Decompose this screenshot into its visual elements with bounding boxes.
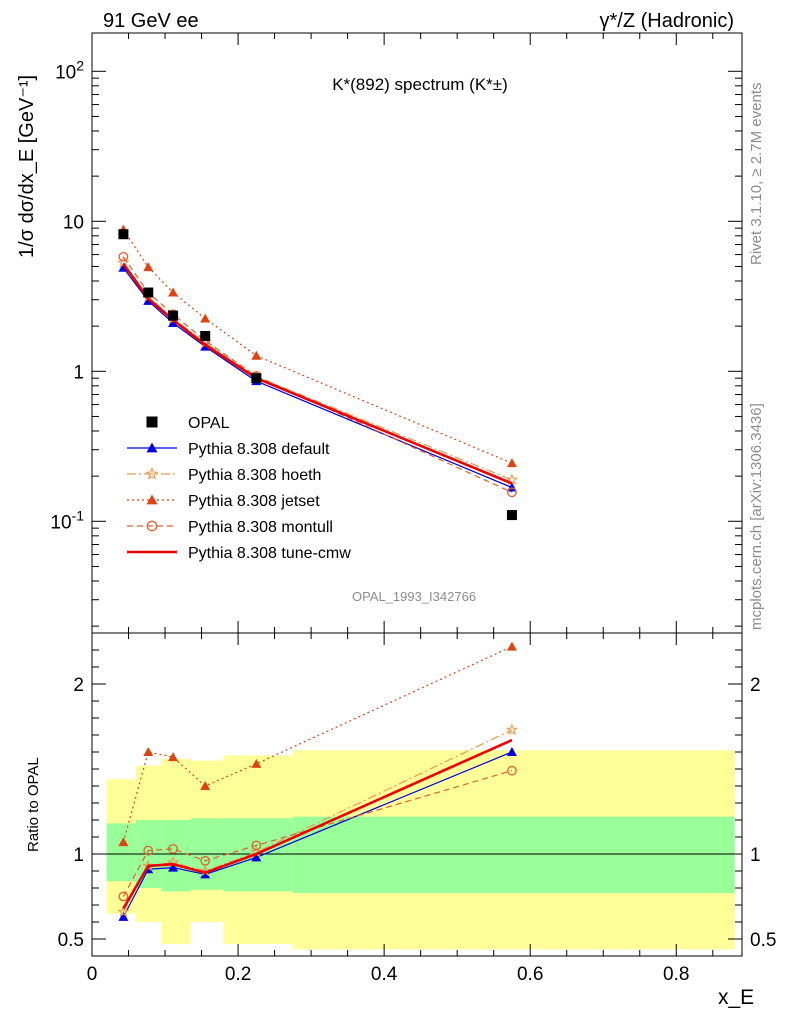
ratio-tick-label: 1 (73, 845, 84, 866)
ratio-series (117, 641, 519, 921)
data-point-pythia-8-308-montull (507, 487, 517, 498)
y-axis-label: 1/σ dσ/dx_E [GeV⁻¹] (16, 75, 38, 258)
ratio-point-pythia-8-308-default (506, 747, 517, 756)
mcplots-label: mcplots.cern.ch [arXiv:1306.3436] (748, 403, 765, 630)
x-axis-label: x_E (718, 986, 754, 1009)
process-label: γ*/Z (Hadronic) (600, 10, 734, 32)
inner-uncertainty-band (161, 820, 191, 892)
ratio-point-pythia-8-308-jetset (200, 781, 211, 790)
data-point-opal (143, 287, 154, 298)
ratio-line-pythia-8-308-montull (122, 770, 513, 897)
inner-uncertainty-band (292, 816, 735, 894)
legend-label-pythia-8-308-hoeth: Pythia 8.308 hoeth (188, 467, 321, 484)
ratio-point-pythia-8-308-default (168, 862, 179, 872)
legend-label-pythia-8-308-default: Pythia 8.308 default (188, 441, 330, 458)
ratio-point-pythia-8-308-jetset (168, 752, 179, 762)
ratio-tick-label: 0.5 (58, 930, 84, 951)
y-tick-label: 1 (73, 362, 84, 383)
legend-marker-opal (146, 416, 158, 428)
ratio-point-pythia-8-308-default (251, 852, 262, 862)
data-point-opal (168, 310, 179, 321)
legend-label-pythia-8-308-montull: Pythia 8.308 montull (188, 519, 333, 536)
ratio-point-pythia-8-308-montull (143, 845, 154, 856)
axes: 0 0.2 0.4 0.6 0.8 10-1 1 10 102 0.5 0.5 1 1 2 2 (50, 33, 776, 985)
main-series (117, 224, 519, 521)
ratio-tick-label-right: 0.5 (750, 930, 776, 951)
legend-label-pythia-8-308-tune-cmw: Pythia 8.308 tune-cmw (188, 545, 351, 562)
data-point-opal (118, 229, 129, 240)
y-tick-label: 10-1 (50, 507, 84, 533)
y-tick-label: 102 (55, 57, 84, 83)
ratio-point-pythia-8-308-montull (200, 855, 211, 866)
ratio-point-pythia-8-308-hoeth (505, 723, 519, 736)
ratio-y-axis-label: Ratio to OPAL (25, 757, 42, 852)
legend-marker-pythia-8-308-default (146, 442, 158, 453)
data-point-pythia-8-308-montull (118, 251, 129, 262)
ratio-point-pythia-8-308-montull (118, 891, 129, 902)
ratio-tick-label-right: 1 (750, 845, 761, 866)
ratio-point-pythia-8-308-jetset (251, 758, 262, 768)
series-line-pythia-8-308-jetset (122, 229, 513, 464)
ratio-tick-label: 2 (73, 675, 84, 696)
y-tick-label: 10 (63, 212, 84, 233)
data-point-pythia-8-308-default (168, 317, 179, 327)
legend-marker-pythia-8-308-montull (146, 520, 158, 532)
ratio-point-pythia-8-308-default (118, 911, 129, 921)
ratio-point-pythia-8-308-hoeth (117, 905, 130, 918)
data-point-pythia-8-308-jetset (143, 262, 154, 272)
legend-marker-pythia-8-308-jetset (146, 494, 158, 505)
ratio-line-pythia-8-308-jetset (122, 646, 513, 843)
ratio-point-pythia-8-308-jetset (506, 641, 517, 651)
data-point-opal (251, 373, 262, 384)
ratio-point-pythia-8-308-jetset (143, 747, 154, 756)
legend-marker-pythia-8-308-hoeth (145, 466, 159, 480)
inner-uncertainty-band (106, 823, 136, 882)
ratio-point-pythia-8-308-montull (507, 765, 517, 776)
rivet-version-label: Rivet 3.1.10, ≥ 2.7M events (748, 83, 765, 266)
x-tick-label: 0.4 (371, 964, 398, 985)
ratio-uncertainty-bands (106, 750, 735, 950)
x-tick-label: 0.6 (517, 964, 543, 985)
analysis-watermark: OPAL_1993_I342766 (352, 589, 476, 604)
ratio-point-pythia-8-308-montull (251, 840, 262, 851)
data-point-pythia-8-308-hoeth (505, 473, 519, 486)
ratio-line-pythia-8-308-tune-cmw (122, 738, 513, 910)
x-tick-label: 0.2 (225, 964, 251, 985)
data-point-pythia-8-308-jetset (168, 287, 179, 297)
legend: OPAL Pythia 8.308 default Pythia 8.308 hoe… (127, 415, 351, 562)
data-point-pythia-8-308-jetset (200, 313, 211, 323)
data-point-pythia-8-308-jetset (506, 458, 517, 468)
ratio-line-pythia-8-308-default (122, 751, 513, 918)
data-point-opal (200, 330, 211, 341)
inner-uncertainty-band (223, 818, 293, 892)
x-tick-label: 0 (87, 964, 98, 985)
data-point-opal (506, 510, 517, 521)
ratio-point-pythia-8-308-jetset (118, 837, 129, 847)
ratio-point-pythia-8-308-montull (168, 844, 178, 854)
chart-title: K*(892) spectrum (K*±) (332, 75, 508, 94)
ratio-plot-frame (91, 632, 743, 957)
data-point-pythia-8-308-jetset (251, 350, 262, 360)
ratio-line-pythia-8-308-hoeth (122, 729, 513, 913)
legend-label-opal: OPAL (188, 415, 230, 432)
legend-label-pythia-8-308-jetset: Pythia 8.308 jetset (188, 493, 320, 510)
ratio-tick-label-right: 2 (750, 675, 761, 696)
energy-label: 91 GeV ee (103, 10, 199, 32)
x-tick-label: 0.8 (663, 964, 689, 985)
